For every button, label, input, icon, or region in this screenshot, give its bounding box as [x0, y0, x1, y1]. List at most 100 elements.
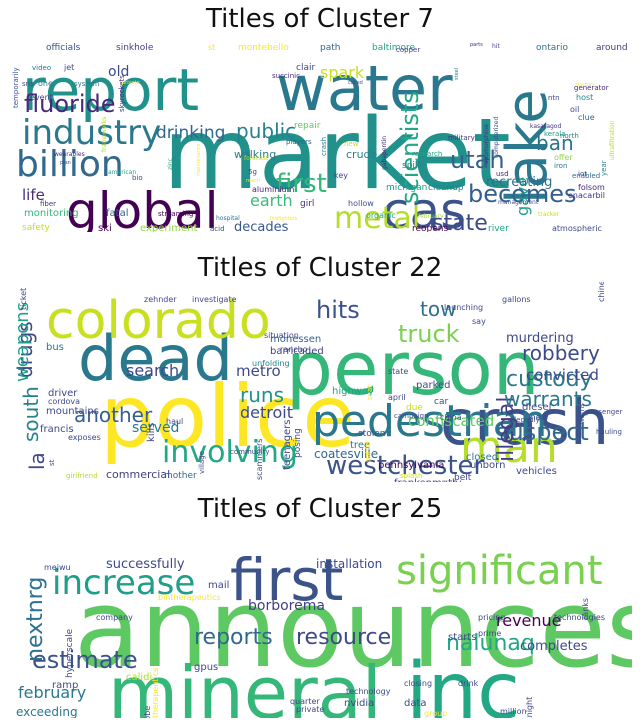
word-exceeding: exceeding	[16, 705, 78, 718]
word-launching: launching	[444, 303, 483, 312]
word-clair: clair	[296, 63, 315, 73]
word-plan: plan	[60, 160, 71, 166]
word-maintenance: maintenance	[196, 143, 202, 176]
word-billion: billion	[16, 144, 124, 185]
word-metro: metro	[236, 362, 281, 380]
word-technologies: technologies	[554, 613, 605, 622]
word-industry: industry	[22, 113, 161, 153]
word-new: new	[530, 413, 549, 423]
cluster-7-panel: Titles of Cluster 7 market report water lak…	[0, 0, 640, 240]
word-state: state	[432, 211, 488, 232]
word-convicted: convicted	[526, 366, 599, 384]
word-say: say	[472, 317, 486, 326]
word-acid: acid	[210, 225, 225, 232]
word-scammers: scammers	[255, 439, 264, 480]
word-meiwu: meiwu	[44, 563, 71, 572]
word-dead: dead	[78, 322, 233, 395]
word-zinc: zinc	[167, 158, 174, 170]
word-car: car	[434, 397, 448, 407]
word-steel: steel	[454, 68, 460, 80]
word-streaming: streaming	[158, 210, 193, 218]
word-inc: inc	[406, 647, 520, 718]
word-suspect: suspect	[496, 418, 589, 446]
word-murdering: murdering	[506, 331, 574, 346]
word-iron: iron	[554, 162, 567, 170]
word-police: police	[100, 367, 355, 467]
word-mail: mail	[208, 580, 229, 591]
word-iot: iot	[578, 170, 587, 178]
cluster-22-svg: policepersoncrashdeadcoloradopedestrianm…	[12, 282, 623, 482]
word-increase: increase	[52, 563, 195, 603]
word-path: path	[320, 43, 340, 53]
cluster-25-title: Titles of Cluster 25	[197, 494, 443, 524]
word-monitoring: monitoring	[24, 208, 79, 219]
word-usd: usd	[496, 170, 509, 178]
word-organic: organic	[366, 211, 396, 220]
word-weapons: weapons	[12, 302, 33, 382]
word-forecast: forecast	[244, 155, 269, 162]
word-runs: runs	[240, 383, 284, 407]
word-patrol: patrol	[364, 442, 372, 462]
word-pennsylvania: pennsylvania	[378, 460, 444, 471]
word-colorado: colorado	[46, 291, 271, 351]
word-jet: jet	[63, 63, 74, 72]
word-group: group	[424, 709, 447, 718]
word-barricaded: barricaded	[270, 346, 324, 357]
word-closed: closed	[466, 452, 498, 463]
word-fatal: fatal	[106, 208, 128, 219]
word-nalunaq: nalunaq	[446, 631, 535, 656]
word-lake: lake	[495, 89, 560, 204]
word-doctors: doctors	[576, 82, 595, 88]
word-reports: reports	[194, 625, 273, 650]
word-south: south	[19, 386, 43, 442]
word-seat: seat	[366, 385, 374, 400]
word-confiscated: confiscated	[408, 412, 494, 430]
word-hits: hits	[316, 296, 360, 324]
word-drugs: drugs	[13, 321, 37, 378]
word-february: february	[18, 683, 86, 702]
word-north: north	[560, 132, 579, 140]
word-utah: utah	[450, 146, 505, 174]
word-management: management	[498, 199, 539, 206]
word-experiment: experiment	[140, 223, 198, 232]
word-diesel: diesel	[522, 402, 551, 413]
word-baltimore: baltimore	[372, 43, 416, 53]
word-host: host	[576, 93, 593, 102]
word-globe: globe	[143, 706, 152, 718]
word-bintherapeutics: bintherapeutics	[158, 593, 221, 602]
word-old: old	[108, 64, 129, 80]
word-served: served	[132, 420, 179, 436]
word-belt: belt	[454, 473, 472, 482]
word-situation: situation	[264, 331, 299, 340]
word-haul: haul	[166, 417, 183, 426]
word-nextnrg: nextnrg	[23, 577, 48, 662]
cluster-22-title: Titles of Cluster 22	[197, 253, 443, 283]
word-truck: truck	[398, 320, 460, 348]
word-reopens: reopens	[412, 224, 449, 232]
word-girlfriend: girlfriend	[66, 472, 98, 480]
word-wearables: wearables	[54, 151, 85, 158]
word-china: china	[440, 413, 462, 422]
word-crash: crash	[440, 386, 609, 459]
word-stolen: stolen	[358, 429, 385, 439]
word-michigan: michigan	[386, 183, 427, 193]
word-folsom: folsom	[578, 183, 605, 192]
word-borborema: borborema	[248, 598, 325, 614]
word-quarter: quarter	[290, 697, 320, 706]
word-ticket: ticket	[19, 288, 28, 310]
word-computerized: computerized	[493, 117, 500, 158]
word-kerala: kerala	[544, 130, 566, 138]
word-generator: generator	[574, 84, 609, 92]
word-ontario: ontario	[536, 43, 568, 53]
word-scientists: scientists	[396, 91, 424, 204]
word-military: military	[448, 134, 475, 142]
word-market: market	[163, 98, 511, 212]
word-enacarbil: enacarbil	[568, 191, 605, 200]
word-announces: announces	[74, 567, 632, 692]
word-closing: closing	[404, 679, 432, 688]
word-nvidia: nvidia	[344, 698, 374, 709]
word-copper: copper	[396, 46, 420, 54]
word-drink: drink	[458, 679, 479, 688]
word-hollow: hollow	[348, 199, 374, 208]
